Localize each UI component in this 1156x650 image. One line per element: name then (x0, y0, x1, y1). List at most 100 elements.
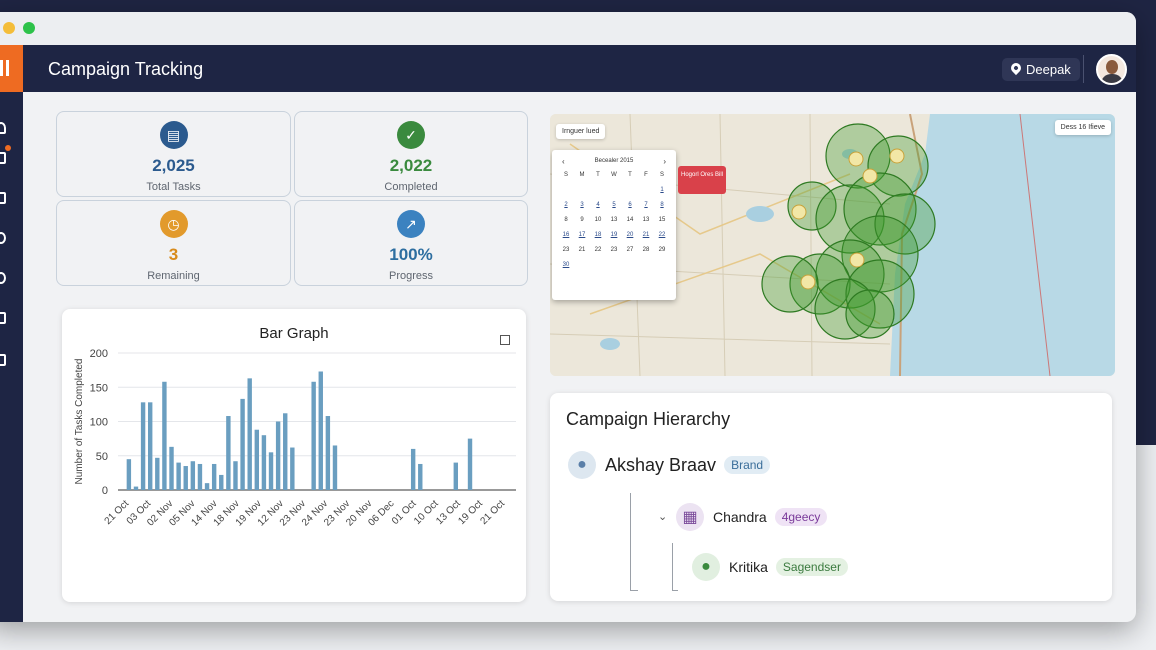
stat-card-completed[interactable]: ✓ 2,022 Completed (294, 111, 528, 197)
calendar-day[interactable]: 30 (562, 262, 570, 268)
map-cluster-circle[interactable] (874, 193, 936, 255)
bar[interactable] (233, 461, 238, 490)
stat-card-remaining[interactable]: ◷ 3 Remaining (56, 200, 291, 286)
bar[interactable] (410, 448, 416, 490)
bar[interactable] (140, 402, 146, 490)
calendar-day[interactable]: 22 (658, 232, 666, 238)
bar[interactable] (226, 416, 231, 490)
bar[interactable] (162, 381, 167, 490)
window-minimize-button[interactable] (3, 22, 15, 34)
bar[interactable] (247, 378, 252, 490)
window-maximize-button[interactable] (23, 22, 35, 34)
map-marker[interactable] (849, 252, 865, 268)
chevron-left-icon[interactable]: ‹ (562, 157, 565, 166)
avatar[interactable] (1096, 54, 1127, 85)
bar[interactable] (318, 371, 323, 490)
calendar-day[interactable]: 8 (660, 202, 664, 208)
help-icon[interactable] (0, 272, 6, 284)
calendar-day[interactable]: 27 (626, 247, 634, 253)
stat-card-total-tasks[interactable]: ▤ 2,025 Total Tasks (56, 111, 291, 197)
map-cluster-circle[interactable] (843, 172, 917, 246)
calendar-day[interactable]: 10 (594, 217, 602, 223)
bar[interactable] (190, 461, 196, 490)
bar[interactable] (325, 416, 331, 490)
bar[interactable] (211, 463, 217, 490)
bar[interactable] (261, 435, 267, 490)
calendar-day[interactable]: 23 (562, 247, 570, 253)
bar[interactable] (453, 462, 459, 490)
bar[interactable] (240, 398, 245, 490)
bar[interactable] (176, 462, 181, 490)
calendar-day[interactable]: 23 (610, 247, 618, 253)
map-cluster-circle[interactable] (815, 184, 885, 254)
bar[interactable] (254, 429, 260, 490)
app-logo[interactable] (0, 45, 23, 92)
bar[interactable] (147, 402, 153, 490)
hierarchy-node-grandchild[interactable]: ● Kritika Sagendser (692, 553, 848, 581)
calendar-day[interactable]: 17 (578, 232, 586, 238)
reports-icon[interactable] (0, 312, 6, 324)
calendar-day[interactable]: 3 (580, 202, 584, 208)
hierarchy-node-root[interactable]: ● Akshay Braav Brand (568, 451, 771, 479)
map-marker[interactable] (800, 274, 816, 290)
stat-card-progress[interactable]: ↗ 100% Progress (294, 200, 528, 286)
map-marker[interactable] (862, 168, 878, 184)
map-marker[interactable] (791, 204, 807, 220)
map-marker[interactable] (848, 151, 864, 167)
bar[interactable] (183, 466, 188, 490)
calendar-day[interactable]: 15 (658, 217, 666, 223)
calendar-day[interactable]: 28 (642, 247, 650, 253)
bar[interactable] (268, 452, 274, 490)
calendar-day[interactable]: 8 (564, 217, 568, 223)
bar[interactable] (311, 381, 316, 490)
calendar-day[interactable]: 21 (642, 232, 650, 238)
calendar-day[interactable]: 5 (612, 202, 616, 208)
calendar-day[interactable]: 13 (610, 217, 618, 223)
calendar-day[interactable]: 29 (658, 247, 666, 253)
map-panel[interactable]: Irnguer lued Dess 16 Ifieve ‹ Becealer 2… (550, 114, 1115, 376)
bar[interactable] (467, 438, 473, 490)
calendar-day[interactable]: 4 (596, 202, 600, 208)
bar[interactable] (283, 413, 288, 490)
bar[interactable] (169, 446, 174, 490)
calendar-day[interactable]: 16 (562, 232, 570, 238)
expand-icon[interactable] (500, 335, 510, 345)
bar[interactable] (290, 447, 295, 490)
bar[interactable] (126, 459, 132, 490)
map-marker[interactable] (889, 148, 905, 164)
calendar-day[interactable]: 14 (626, 217, 634, 223)
calendar-day[interactable]: 1 (660, 187, 664, 193)
map-cluster-circle[interactable] (789, 253, 851, 315)
tasks-icon[interactable] (0, 192, 6, 204)
calendar-day[interactable]: 13 (642, 217, 650, 223)
map-cluster-circle[interactable] (867, 135, 929, 197)
bar[interactable] (133, 486, 139, 490)
map-cluster-circle[interactable] (761, 255, 819, 313)
map-icon[interactable] (0, 232, 6, 244)
bar[interactable] (204, 483, 210, 490)
map-cluster-circle[interactable] (814, 278, 876, 340)
bar[interactable] (418, 463, 423, 490)
bar[interactable] (332, 445, 338, 490)
calendar-day[interactable]: 9 (580, 217, 584, 223)
calendar-day[interactable]: 7 (644, 202, 648, 208)
bar[interactable] (197, 463, 203, 490)
map-cluster-circle[interactable] (845, 289, 895, 339)
calendar-day[interactable]: 21 (578, 247, 586, 253)
bar[interactable] (275, 421, 281, 491)
calendar-day[interactable]: 2 (564, 202, 568, 208)
bar[interactable] (155, 457, 160, 490)
calendar-day[interactable]: 20 (626, 232, 634, 238)
calendar-day[interactable]: 6 (628, 202, 632, 208)
map-popup[interactable]: Hogorl Ores Bill (678, 166, 726, 194)
home-icon[interactable] (0, 122, 6, 134)
hierarchy-node-child[interactable]: ▦ Chandra 4geecy (676, 503, 828, 531)
date-picker[interactable]: ‹ Becealer 2015 › S M T W T F S 1 2 3 4 5 6 7 8 8 9 10 13 1… (552, 150, 676, 300)
bar[interactable] (219, 474, 224, 490)
map-cluster-circle[interactable] (845, 259, 915, 329)
chevron-right-icon[interactable]: › (663, 157, 666, 166)
calendar-grid[interactable]: S M T W T F S 1 2 3 4 5 6 7 8 8 9 10 13 14 13 15 16 17 18 19 20 21 2… (558, 172, 670, 268)
calendar-day[interactable]: 19 (610, 232, 618, 238)
chevron-down-icon[interactable]: ⌄ (658, 511, 668, 523)
calendar-day[interactable]: 18 (594, 232, 602, 238)
